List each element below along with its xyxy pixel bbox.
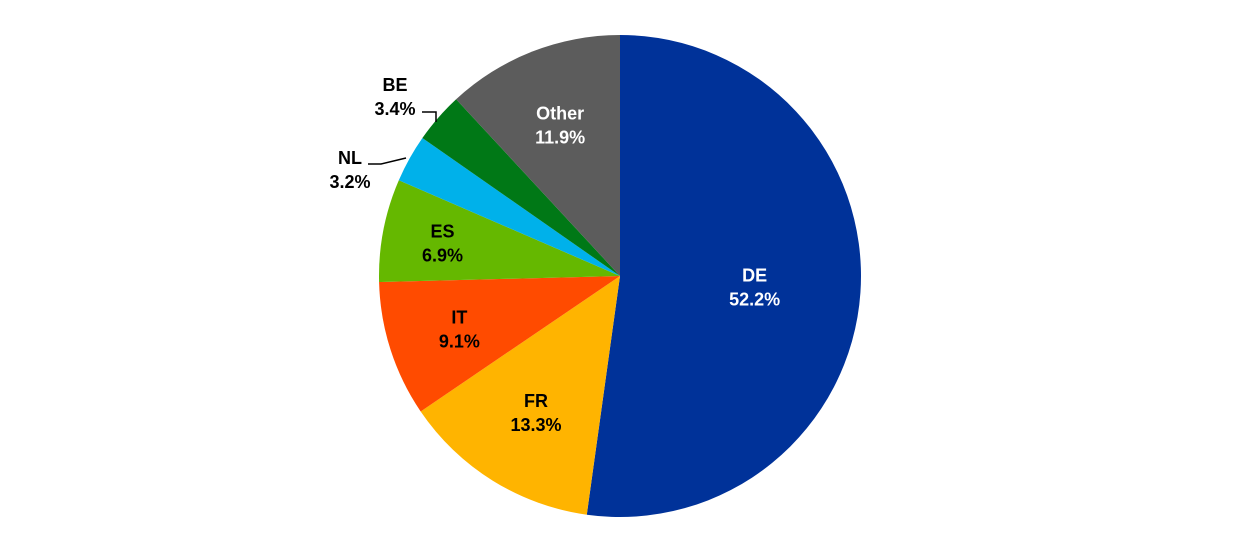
slice-label-it: IT 9.1%	[439, 308, 480, 352]
leader-line-be	[422, 111, 437, 122]
labels-layer: DE 52.2% FR 13.3% IT 9.1% ES 6.9% NL 3.2% BE 3.4% Ot…	[329, 75, 780, 435]
slice-label-nl: NL 3.2%	[329, 148, 370, 192]
slice-value-nl: 3.2%	[329, 172, 370, 192]
slice-name-fr: FR	[524, 391, 548, 411]
pie-slice-nl	[398, 138, 620, 276]
pie-slice-it	[379, 276, 620, 412]
slice-name-it: IT	[451, 308, 467, 328]
slice-value-es: 6.9%	[422, 246, 463, 266]
slice-value-de: 52.2%	[729, 289, 780, 309]
leader-lines-layer	[368, 111, 437, 165]
pie-slice-other	[456, 35, 620, 276]
slice-label-es: ES 6.9%	[422, 222, 463, 266]
slice-value-be: 3.4%	[374, 99, 415, 119]
slice-label-fr: FR 13.3%	[511, 391, 562, 435]
slice-value-fr: 13.3%	[511, 415, 562, 435]
slice-name-es: ES	[431, 222, 455, 242]
leader-line-nl	[368, 157, 407, 165]
slice-value-it: 9.1%	[439, 332, 480, 352]
slice-value-other: 11.9%	[535, 127, 585, 147]
slice-name-nl: NL	[338, 148, 362, 168]
slice-label-de: DE 52.2%	[729, 265, 780, 309]
slice-label-other: Other 11.9%	[535, 103, 585, 147]
pie-slice-es	[379, 180, 620, 283]
pie-slice-de	[586, 35, 861, 517]
slice-name-de: DE	[742, 265, 767, 285]
pie-slice-be	[422, 99, 620, 276]
slice-name-other: Other	[536, 103, 584, 123]
slice-name-be: BE	[382, 75, 407, 95]
pie-slice-fr	[420, 276, 620, 515]
slices-layer	[379, 35, 861, 517]
slice-label-be: BE 3.4%	[374, 75, 415, 119]
